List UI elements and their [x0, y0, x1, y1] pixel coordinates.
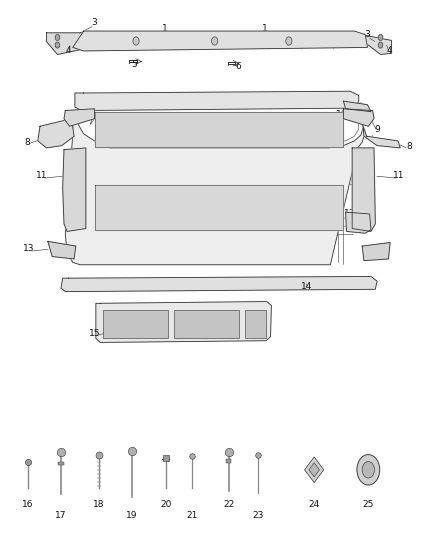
Polygon shape [63, 148, 86, 231]
Bar [58, 462, 64, 465]
Polygon shape [343, 101, 371, 112]
Text: 4: 4 [386, 46, 392, 55]
Circle shape [362, 462, 374, 478]
Polygon shape [309, 463, 319, 477]
Polygon shape [352, 148, 375, 231]
Polygon shape [362, 243, 390, 261]
Text: 8: 8 [24, 138, 30, 147]
Circle shape [55, 35, 60, 41]
Text: 6: 6 [236, 62, 241, 71]
Text: 1: 1 [262, 24, 268, 33]
Text: 7: 7 [317, 95, 322, 104]
Polygon shape [38, 119, 74, 148]
Polygon shape [95, 185, 343, 230]
Text: 3: 3 [92, 19, 97, 27]
Text: 19: 19 [126, 512, 138, 520]
Polygon shape [343, 109, 374, 126]
Bar [103, 310, 168, 338]
Text: 4: 4 [66, 46, 71, 55]
Polygon shape [95, 112, 343, 147]
Text: 9: 9 [374, 125, 380, 134]
Text: 1: 1 [162, 24, 167, 33]
Bar [174, 310, 239, 338]
Polygon shape [64, 109, 95, 126]
Text: 17: 17 [55, 512, 67, 520]
Text: 10: 10 [336, 110, 347, 119]
Polygon shape [46, 33, 86, 54]
Text: 12: 12 [344, 209, 356, 219]
Text: 23: 23 [253, 512, 264, 520]
Text: 8: 8 [406, 142, 412, 151]
Bar [226, 459, 231, 463]
Text: 18: 18 [93, 500, 105, 509]
Polygon shape [352, 33, 392, 54]
Text: 2: 2 [213, 33, 218, 42]
Polygon shape [65, 103, 367, 265]
Circle shape [286, 37, 292, 45]
Text: 14: 14 [300, 282, 312, 292]
Text: 24: 24 [308, 500, 320, 509]
Circle shape [212, 37, 218, 45]
Text: 9: 9 [66, 119, 71, 128]
Polygon shape [363, 126, 400, 148]
Text: 22: 22 [223, 500, 234, 509]
Text: 20: 20 [160, 500, 171, 509]
Polygon shape [75, 91, 359, 110]
Text: 21: 21 [186, 512, 198, 520]
Polygon shape [304, 457, 324, 483]
Polygon shape [73, 31, 367, 51]
Circle shape [378, 35, 383, 41]
Polygon shape [61, 277, 377, 292]
Text: 13: 13 [23, 245, 35, 254]
Text: 15: 15 [89, 329, 100, 338]
Circle shape [55, 42, 60, 48]
Polygon shape [48, 241, 76, 259]
Text: 3: 3 [364, 30, 370, 39]
Text: 13: 13 [374, 248, 385, 257]
Text: 16: 16 [22, 500, 34, 509]
Text: 11: 11 [36, 172, 48, 181]
Circle shape [378, 42, 383, 48]
Circle shape [133, 37, 139, 45]
Text: 11: 11 [393, 172, 405, 181]
Polygon shape [96, 302, 272, 342]
Bar [245, 310, 266, 338]
Text: 5: 5 [131, 60, 137, 69]
Polygon shape [346, 212, 371, 233]
Text: 25: 25 [363, 500, 374, 509]
Circle shape [357, 455, 380, 485]
